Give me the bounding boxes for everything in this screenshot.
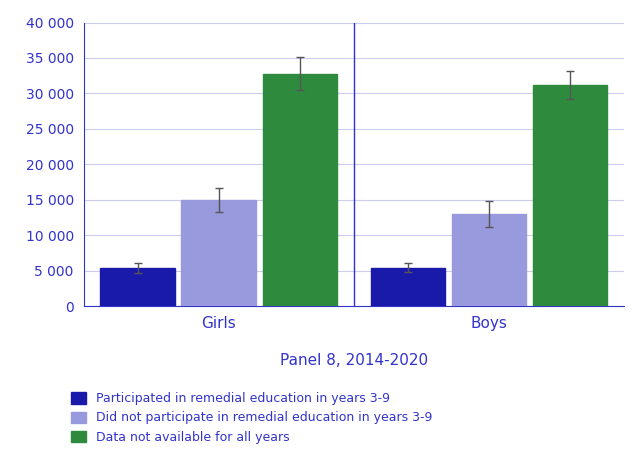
- Bar: [370, 268, 445, 306]
- Legend: Participated in remedial education in years 3-9, Did not participate in remedial: Participated in remedial education in ye…: [71, 392, 432, 444]
- Bar: [532, 85, 607, 306]
- Bar: [262, 73, 337, 306]
- Text: Panel 8, 2014-2020: Panel 8, 2014-2020: [280, 353, 428, 368]
- Bar: [100, 269, 175, 306]
- Bar: [181, 200, 256, 306]
- Bar: [451, 214, 526, 306]
